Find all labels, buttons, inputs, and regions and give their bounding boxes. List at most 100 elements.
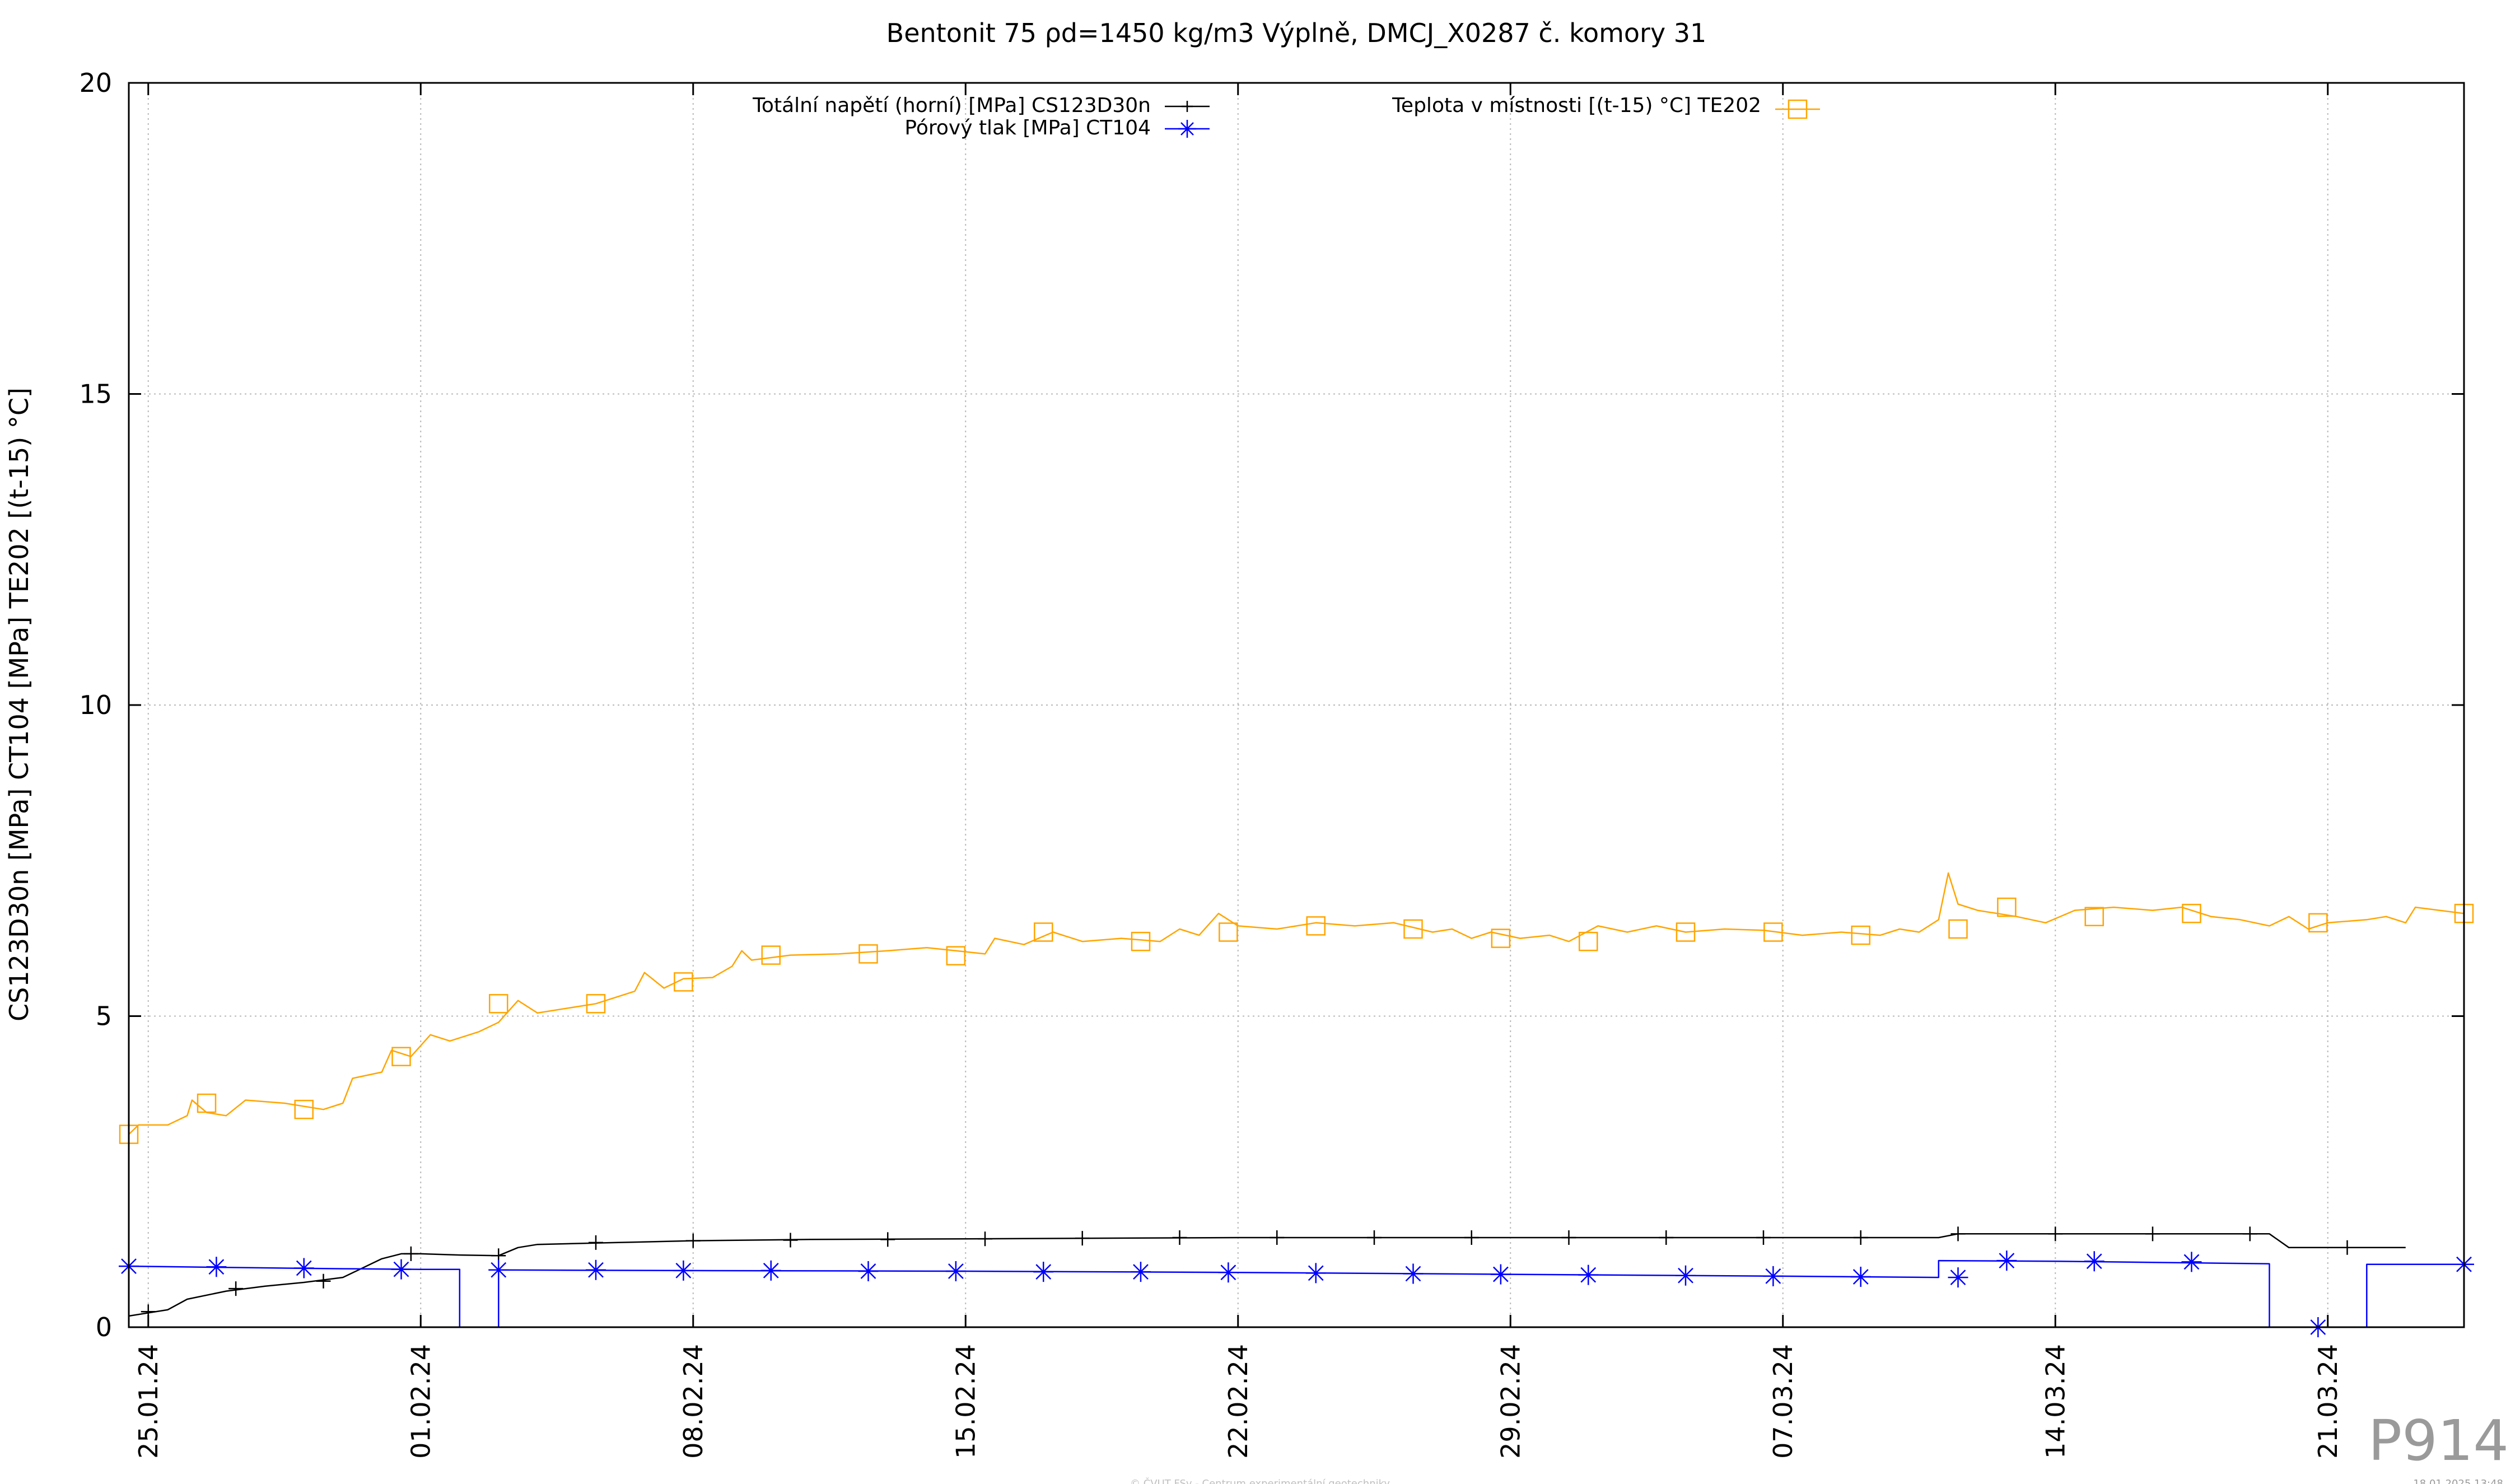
marker-total-stress: [1659, 1230, 1674, 1245]
marker-room-temperature: [1491, 928, 1511, 948]
marker-total-stress: [1561, 1230, 1576, 1245]
marker-room-temperature: [1851, 925, 1870, 945]
marker-room-temperature: [1579, 931, 1598, 951]
marker-room-temperature: [1219, 922, 1238, 942]
y-tick-label: 10: [79, 690, 112, 720]
marker-room-temperature: [1997, 897, 2017, 917]
marker-total-stress: [880, 1232, 895, 1247]
marker-pore-pressure: [760, 1260, 781, 1281]
marker-room-temperature: [674, 972, 693, 992]
x-tick-label: 15.02.24: [950, 1344, 981, 1459]
marker-total-stress: [2242, 1226, 2257, 1242]
marker-room-temperature: [1403, 919, 1423, 939]
marker-room-temperature: [2084, 907, 2104, 926]
marker-total-stress: [2340, 1240, 2355, 1255]
marker-room-temperature: [489, 994, 508, 1014]
marker-room-temperature: [2308, 913, 2328, 933]
marker-pore-pressure: [945, 1261, 966, 1282]
marker-total-stress: [783, 1233, 798, 1248]
x-tick-label: 07.03.24: [1768, 1344, 1798, 1459]
marker-total-stress: [1270, 1230, 1285, 1245]
marker-room-temperature: [391, 1047, 411, 1066]
marker-total-stress: [1075, 1231, 1090, 1246]
marker-pore-pressure: [488, 1259, 509, 1280]
y-axis-label: CS123D30n [MPa] CT104 [MPa] TE202 [(t-15…: [4, 388, 34, 1021]
y-tick-label: 20: [79, 68, 112, 98]
marker-pore-pressure: [293, 1258, 314, 1278]
marker-total-stress: [2048, 1226, 2063, 1242]
marker-pore-pressure: [1676, 1265, 1696, 1286]
marker-pore-pressure: [206, 1257, 227, 1277]
marker-room-temperature: [197, 1093, 217, 1113]
legend-label-total-stress: Totální napětí (horní) [MPa] CS123D30n: [752, 94, 1151, 117]
marker-total-stress: [403, 1246, 418, 1261]
marker-pore-pressure: [1403, 1263, 1424, 1284]
x-tick-label: 25.01.24: [133, 1344, 164, 1459]
marker-room-temperature: [1306, 916, 1326, 936]
watermark-label: P914: [2368, 1408, 2509, 1473]
marker-total-stress: [1853, 1230, 1868, 1245]
marker-pore-pressure: [2181, 1252, 2202, 1272]
marker-total-stress: [316, 1273, 331, 1289]
legend-marker-total-stress: [1182, 101, 1193, 112]
x-tick-label: 29.02.24: [1495, 1344, 1525, 1459]
marker-room-temperature: [1131, 931, 1151, 951]
legend-label-room-temperature: Teplota v místnosti [(t-15) °C] TE202: [1392, 94, 1761, 117]
marker-pore-pressure: [1490, 1264, 1511, 1285]
marker-total-stress: [1950, 1226, 1966, 1242]
marker-room-temperature: [1676, 922, 1696, 942]
marker-room-temperature: [946, 946, 966, 965]
marker-pore-pressure: [1763, 1266, 1784, 1286]
marker-pore-pressure: [1850, 1267, 1871, 1287]
marker-pore-pressure: [586, 1259, 606, 1280]
grid: [129, 83, 2464, 1327]
y-tick-label: 15: [79, 379, 112, 409]
axis-ticks: 0 5 10 15 20 25.01.24 01.02.24 08.02.24 15.02.24…: [79, 68, 2464, 1459]
chart-title: Bentonit 75 ρd=1450 kg/m3 Výplně, DMCJ_X…: [886, 18, 1707, 48]
marker-room-temperature: [1034, 922, 1053, 942]
legend-marker-pore-pressure: [1178, 120, 1196, 138]
marker-pore-pressure: [1033, 1262, 1054, 1282]
x-tick-label: 14.03.24: [2040, 1344, 2070, 1459]
y-tick-label: 0: [96, 1312, 112, 1342]
series-line-room-temperature: [128, 872, 2465, 1135]
marker-total-stress: [228, 1281, 244, 1296]
marker-room-temperature: [1948, 919, 1968, 939]
marker-room-temperature: [2182, 903, 2201, 923]
legend-label-pore-pressure: Pórový tlak [MPa] CT104: [904, 116, 1151, 139]
marker-total-stress: [978, 1231, 992, 1247]
marker-total-stress: [1756, 1230, 1771, 1245]
marker-pore-pressure: [1131, 1262, 1151, 1282]
marker-total-stress: [589, 1235, 603, 1250]
marker-pore-pressure: [1305, 1263, 1326, 1284]
marker-room-temperature: [586, 994, 606, 1014]
footer-timestamp: 18.01.2025 13:48: [2413, 1478, 2503, 1484]
marker-room-temperature: [294, 1099, 314, 1119]
marker-pore-pressure: [1578, 1264, 1599, 1285]
x-tick-label: 08.02.24: [678, 1344, 708, 1459]
series-layer: [119, 872, 2474, 1337]
x-tick-label: 01.02.24: [405, 1344, 436, 1459]
marker-total-stress: [1367, 1230, 1382, 1245]
marker-pore-pressure: [1218, 1262, 1239, 1283]
legend: Totální napětí (horní) [MPa] CS123D30n P…: [752, 94, 1820, 139]
marker-pore-pressure: [673, 1260, 694, 1281]
marker-total-stress: [1464, 1230, 1479, 1245]
marker-pore-pressure: [1948, 1267, 1968, 1288]
x-tick-label: 22.02.24: [1223, 1344, 1253, 1459]
marker-pore-pressure: [858, 1261, 879, 1282]
marker-room-temperature: [858, 944, 878, 964]
marker-pore-pressure: [391, 1259, 412, 1280]
footer-copyright: © ČVUT FSv - Centrum experimentální geot…: [1130, 1477, 1390, 1484]
series-line-total-stress: [128, 1233, 2406, 1317]
marker-pore-pressure: [2084, 1251, 2104, 1272]
marker-total-stress: [685, 1233, 701, 1248]
marker-room-temperature: [1763, 922, 1783, 942]
legend-marker-room-temperature: [1788, 99, 1808, 119]
marker-total-stress: [2145, 1226, 2160, 1242]
y-tick-label: 5: [96, 1001, 112, 1032]
marker-room-temperature: [761, 945, 781, 965]
x-tick-label: 21.03.24: [2313, 1344, 2343, 1459]
